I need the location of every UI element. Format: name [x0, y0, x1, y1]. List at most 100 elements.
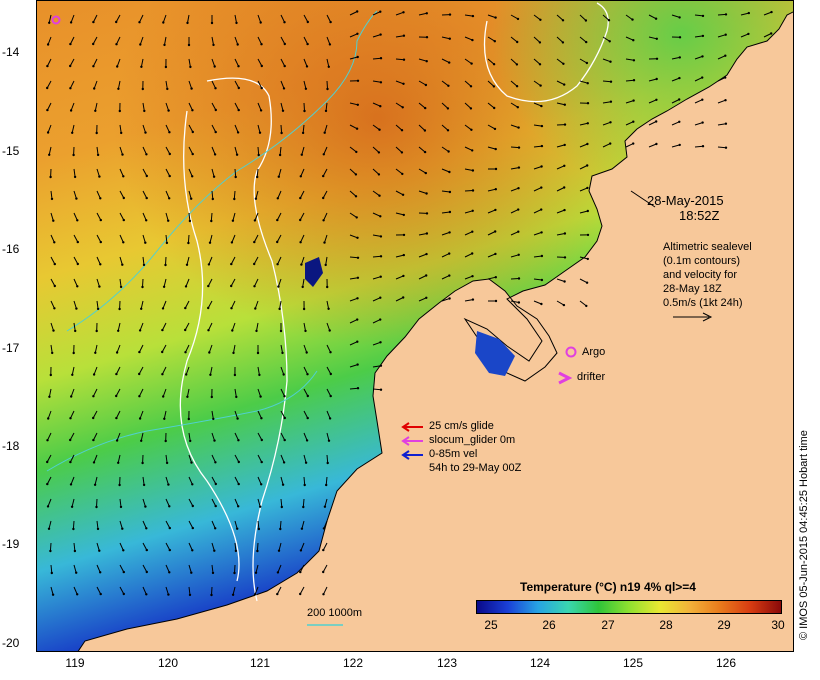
- argo-label: Argo: [582, 346, 606, 358]
- velocity-arrow: [579, 210, 588, 214]
- velocity-arrow-head: [98, 175, 101, 178]
- velocity-arrow: [324, 498, 328, 507]
- velocity-arrow-head: [138, 329, 142, 332]
- velocity-arrow-head: [354, 195, 358, 198]
- velocity-arrow-head: [168, 131, 171, 134]
- velocity-arrow-head: [46, 460, 49, 464]
- velocity-arrow-head: [494, 230, 497, 233]
- velocity-arrow-head: [257, 153, 260, 157]
- velocity-arrow-head: [324, 263, 327, 267]
- velocity-arrow-head: [584, 19, 588, 22]
- velocity-arrow-head: [211, 197, 214, 201]
- velocity-arrow-head: [115, 20, 118, 24]
- velocity-arrow-head: [379, 57, 383, 60]
- velocity-arrow: [533, 209, 542, 214]
- velocity-arrow: [50, 586, 54, 595]
- velocity-arrow: [299, 564, 305, 573]
- velocity-arrow: [464, 124, 472, 131]
- velocity-arrow: [625, 143, 634, 148]
- velocity-arrow-head: [231, 593, 235, 596]
- reference-arrow: [673, 312, 713, 322]
- velocity-arrow: [234, 476, 240, 485]
- velocity-arrow: [185, 366, 190, 375]
- velocity-arrow-head: [165, 241, 169, 245]
- velocity-arrow: [93, 454, 98, 463]
- velocity-arrow-head: [402, 274, 405, 278]
- velocity-arrow: [165, 520, 171, 529]
- legend-arrow-slocum: [401, 436, 423, 446]
- velocity-arrow-head: [76, 262, 79, 266]
- velocity-arrow-head: [76, 285, 79, 288]
- velocity-arrow-head: [281, 351, 284, 355]
- scale-label: 200 1000m: [307, 607, 363, 619]
- velocity-arrow: [556, 300, 565, 306]
- velocity-arrow-head: [214, 108, 217, 112]
- velocity-arrow: [579, 187, 588, 192]
- velocity-arrow-head: [448, 231, 451, 234]
- velocity-arrow: [510, 36, 518, 43]
- velocity-arrow-head: [70, 395, 73, 398]
- velocity-arrow: [46, 454, 52, 463]
- velocity-arrow: [280, 410, 286, 419]
- velocity-arrow: [579, 122, 588, 126]
- velocity-arrow: [349, 319, 358, 324]
- velocity-arrow-head: [471, 298, 475, 301]
- velocity-arrow-head: [96, 527, 100, 531]
- velocity-arrow-head: [563, 83, 566, 86]
- velocity-arrow: [209, 366, 213, 375]
- velocity-arrow-head: [231, 329, 234, 332]
- velocity-arrow: [349, 33, 358, 38]
- velocity-arrow-head: [448, 61, 451, 64]
- velocity-arrow-head: [260, 438, 263, 442]
- velocity-arrow: [300, 256, 305, 265]
- x-label-123: 123: [436, 656, 458, 670]
- velocity-arrow: [349, 212, 357, 218]
- velocity-arrow-head: [492, 85, 496, 88]
- velocity-arrow-head: [188, 219, 192, 223]
- velocity-arrow: [211, 564, 214, 573]
- velocity-arrow: [322, 564, 328, 573]
- velocity-arrow-head: [356, 103, 359, 107]
- velocity-arrow: [464, 36, 473, 41]
- velocity-arrow-head: [517, 187, 520, 190]
- velocity-arrow-head: [279, 527, 282, 531]
- velocity-arrow-head: [379, 388, 383, 391]
- velocity-arrow: [533, 102, 542, 107]
- velocity-arrow-head: [92, 42, 95, 46]
- velocity-arrow: [96, 212, 102, 221]
- velocity-arrow-head: [425, 252, 428, 256]
- x-label-122: 122: [342, 656, 364, 670]
- velocity-arrow-head: [356, 276, 360, 279]
- velocity-arrow-head: [76, 240, 79, 244]
- x-label-125: 125: [622, 656, 644, 670]
- velocity-arrow-head: [161, 373, 164, 376]
- velocity-arrow: [326, 80, 328, 90]
- velocity-arrow: [188, 124, 194, 133]
- bathymetry-contour-2: [46, 370, 318, 472]
- velocity-arrow: [372, 388, 382, 391]
- velocity-arrow-head: [326, 87, 329, 91]
- velocity-arrow: [96, 190, 101, 199]
- velocity-arrow: [372, 57, 382, 60]
- velocity-arrow-head: [302, 505, 305, 509]
- velocity-arrow: [579, 14, 587, 21]
- velocity-arrow: [303, 366, 308, 375]
- velocity-arrow: [464, 80, 472, 87]
- velocity-arrow: [188, 520, 194, 529]
- velocity-arrow-head: [327, 65, 330, 69]
- velocity-arrow: [280, 454, 285, 463]
- velocity-arrow: [326, 454, 329, 464]
- velocity-arrow: [165, 168, 171, 177]
- velocity-arrow-head: [191, 109, 194, 112]
- velocity-arrow-head: [94, 109, 97, 113]
- velocity-arrow-head: [540, 186, 543, 189]
- velocity-arrow-head: [207, 284, 210, 288]
- velocity-arrow: [395, 275, 404, 280]
- velocity-arrow: [579, 143, 588, 148]
- velocity-arrow: [234, 542, 237, 551]
- velocity-arrow-head: [212, 175, 216, 178]
- velocity-arrow: [694, 77, 703, 82]
- velocity-arrow: [234, 520, 238, 529]
- velocity-arrow: [234, 102, 240, 111]
- velocity-arrow: [50, 300, 55, 309]
